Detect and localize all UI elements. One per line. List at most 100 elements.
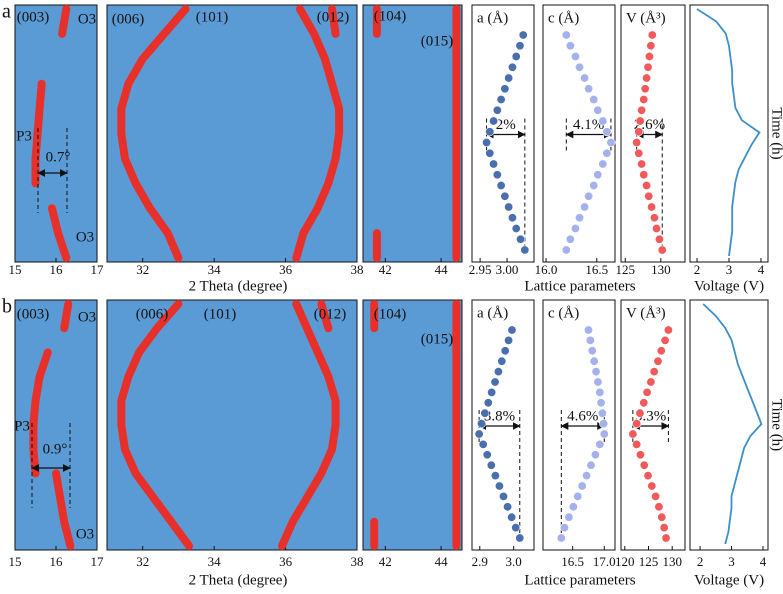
lattice-point xyxy=(585,335,595,345)
lattice-point xyxy=(511,51,521,61)
lattice-point xyxy=(515,41,525,51)
lattice-point xyxy=(639,398,649,408)
voltage-curve xyxy=(702,303,763,545)
diffraction-ridge xyxy=(29,348,52,478)
lattice-point xyxy=(639,170,649,180)
x-axis-title: 2 Theta (degree) xyxy=(189,572,288,588)
lattice-point xyxy=(565,41,575,51)
x-tick-label: 34 xyxy=(208,554,222,569)
lattice-point xyxy=(646,41,656,51)
peak-label: O3 xyxy=(76,526,94,542)
diffraction-ridge xyxy=(47,204,71,262)
peak-label: (104) xyxy=(374,306,407,322)
x-tick-label: 42 xyxy=(379,554,392,569)
lattice-point xyxy=(634,127,644,137)
x-tick-label: 44 xyxy=(435,554,449,569)
lattice-point xyxy=(570,51,580,61)
lattice-point xyxy=(644,51,654,61)
x-tick-label: 16.5 xyxy=(561,554,584,569)
lattice-point xyxy=(595,387,605,397)
lattice-point xyxy=(644,191,654,201)
lattice-point xyxy=(643,62,653,72)
x-tick-label: 32 xyxy=(136,554,149,569)
panel-label: a xyxy=(2,1,11,23)
lattice-point xyxy=(649,213,659,223)
x-tick-label: 130 xyxy=(651,262,671,277)
lattice-point xyxy=(476,419,486,429)
lattice-point xyxy=(480,408,490,418)
x-tick-label: 16 xyxy=(50,262,64,277)
lattice-point xyxy=(647,202,657,212)
lattice-point xyxy=(556,533,566,543)
lattice-point xyxy=(634,148,644,158)
x-tick-label: 38 xyxy=(351,262,364,277)
lattice-point xyxy=(637,159,647,169)
lattice-point xyxy=(632,419,642,429)
x-tick-label: 17.0 xyxy=(593,554,616,569)
panel-frame xyxy=(620,299,686,551)
lattice-point xyxy=(598,116,608,126)
x-tick-label: 125 xyxy=(639,554,659,569)
lattice-point xyxy=(507,62,517,72)
heatmap-background xyxy=(362,4,463,263)
lattice-point xyxy=(478,439,488,449)
peak-label: (003) xyxy=(17,306,50,322)
peak-label: (015) xyxy=(421,33,454,49)
heatmap-background xyxy=(14,299,98,551)
x-tick-label: 17 xyxy=(91,262,105,277)
x-tick-label: 16 xyxy=(50,554,64,569)
x-tick-label: 17 xyxy=(91,554,105,569)
lattice-point xyxy=(496,181,506,191)
lattice-point xyxy=(490,471,500,481)
lattice-point xyxy=(486,460,496,470)
lattice-point xyxy=(663,325,673,335)
diffraction-ridge xyxy=(117,300,194,550)
x-tick-label: 2.9 xyxy=(472,554,488,569)
y-axis-title: Time (h) xyxy=(769,399,783,451)
x-axis-title: Voltage (V) xyxy=(694,278,764,294)
lattice-point xyxy=(580,202,590,212)
x-tick-label: 16.0 xyxy=(535,262,558,277)
lattice-point xyxy=(511,224,521,234)
x-tick-label: 15 xyxy=(9,262,22,277)
peak-label: O3 xyxy=(78,309,96,325)
lattice-point xyxy=(597,408,607,418)
diffraction-ridge xyxy=(317,300,333,333)
lattice-point xyxy=(654,502,664,512)
lattice-point xyxy=(659,523,669,533)
lattice-point xyxy=(507,325,517,335)
lattice-point xyxy=(583,325,593,335)
x-tick-label: 130 xyxy=(662,554,682,569)
diffraction-ridge xyxy=(117,5,190,262)
peak-label: (101) xyxy=(196,9,229,25)
lattice-point xyxy=(637,105,647,115)
x-tick-label: 2 xyxy=(694,262,701,277)
panel-label: b xyxy=(2,296,12,318)
lattice-point xyxy=(561,245,571,255)
peak-label: (012) xyxy=(317,9,350,25)
change-label: 3.8% xyxy=(484,408,515,424)
lattice-point xyxy=(639,460,649,470)
diffraction-ridge xyxy=(292,5,344,262)
lattice-point xyxy=(500,346,510,356)
lattice-point xyxy=(649,367,659,377)
panel-title: V (Å³) xyxy=(626,305,666,321)
lattice-point xyxy=(489,159,499,169)
lattice-point xyxy=(632,439,642,449)
lattice-point xyxy=(511,523,521,533)
x-tick-label: 32 xyxy=(136,262,149,277)
lattice-point xyxy=(485,148,495,158)
lattice-point xyxy=(657,245,667,255)
diffraction-ridge xyxy=(328,5,340,38)
lattice-point xyxy=(489,116,499,126)
lattice-point xyxy=(482,450,492,460)
peak-label: O3 xyxy=(76,229,94,245)
lattice-point xyxy=(577,481,587,491)
lattice-point xyxy=(635,450,645,460)
lattice-point xyxy=(570,224,580,234)
peak-label: 0.7° xyxy=(46,149,71,165)
peak-label: (006) xyxy=(112,11,145,27)
lattice-point xyxy=(564,512,574,522)
lattice-point xyxy=(593,105,603,115)
lattice-point xyxy=(559,523,569,533)
